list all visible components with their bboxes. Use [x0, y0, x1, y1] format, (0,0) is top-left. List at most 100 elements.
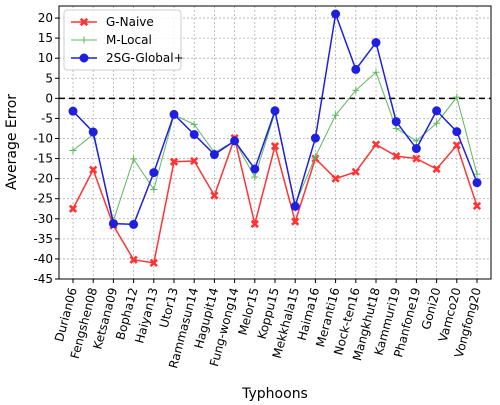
data-point	[453, 93, 461, 101]
data-point	[372, 68, 380, 76]
marker-stroke	[432, 164, 441, 174]
y-tick-label: 0	[45, 91, 53, 105]
y-tick-label: -20	[33, 172, 53, 186]
y-tick-label: 5	[45, 71, 53, 85]
marker-stroke	[89, 165, 98, 174]
data-point	[432, 106, 442, 116]
data-point	[412, 154, 421, 163]
data-point	[310, 133, 320, 143]
marker-stroke	[149, 258, 158, 268]
marker-stroke	[452, 141, 461, 150]
data-point	[472, 178, 482, 188]
data-point	[412, 137, 420, 145]
data-point	[331, 174, 340, 183]
data-point	[251, 173, 259, 181]
legend-label: M-Local	[106, 33, 152, 47]
data-point	[190, 120, 198, 128]
x-axis-label: Typhoons	[241, 386, 308, 402]
series-2sg-global-	[68, 9, 482, 229]
data-point	[230, 136, 240, 146]
data-point	[371, 140, 381, 149]
legend: G-Naive M-Local 2SG-Global+	[63, 9, 184, 71]
data-point	[149, 168, 159, 178]
data-point	[129, 219, 139, 229]
data-point	[472, 201, 482, 211]
marker-stroke	[270, 141, 280, 151]
data-point	[210, 191, 219, 200]
marker-stroke	[351, 167, 360, 176]
y-tick-label: -5	[41, 111, 53, 125]
y-tick-label: -40	[33, 252, 53, 266]
data-point	[68, 204, 78, 213]
data-point	[149, 258, 158, 268]
data-point	[371, 38, 381, 48]
series-layer	[68, 9, 482, 268]
data-point	[432, 164, 441, 174]
data-point	[290, 201, 300, 211]
legend-entry: M-Local	[71, 33, 152, 47]
y-tick-label: 20	[38, 11, 53, 25]
legend-label: 2SG-Global+	[106, 51, 184, 65]
marker-stroke	[79, 17, 89, 27]
legend-entry: 2SG-Global+	[71, 51, 184, 65]
data-point	[270, 106, 280, 116]
data-point	[331, 9, 341, 19]
data-point	[473, 170, 481, 178]
data-point	[108, 219, 118, 229]
y-tick-label: -25	[33, 192, 53, 206]
legend-box	[63, 9, 182, 71]
data-point	[411, 144, 421, 154]
y-tick-label: 10	[38, 51, 53, 65]
marker-stroke	[250, 219, 259, 229]
y-tick-label: -30	[33, 212, 53, 226]
marker-stroke	[331, 174, 340, 183]
data-point	[79, 53, 89, 63]
y-tick-label: -15	[33, 152, 53, 166]
marker-stroke	[291, 217, 300, 226]
data-point	[250, 219, 259, 229]
legend-label: G-Naive	[106, 15, 154, 29]
data-point	[190, 156, 199, 166]
data-point	[332, 111, 340, 119]
marker-stroke	[190, 156, 199, 166]
data-point	[189, 129, 199, 139]
data-point	[209, 150, 219, 160]
marker-stroke	[169, 157, 179, 166]
data-point	[150, 185, 158, 193]
data-point	[89, 165, 98, 174]
data-point	[88, 127, 98, 137]
data-point	[433, 119, 441, 127]
data-point	[130, 155, 138, 163]
y-axis-label: Average Error	[4, 94, 20, 190]
data-point	[392, 152, 401, 161]
data-point	[351, 167, 360, 176]
legend-entry: G-Naive	[71, 15, 154, 29]
data-point	[291, 217, 300, 226]
y-tick-label: -45	[33, 272, 53, 286]
marker-stroke	[371, 140, 381, 149]
data-point	[351, 64, 361, 74]
data-point	[452, 141, 461, 150]
data-point	[311, 153, 319, 161]
data-point	[69, 147, 77, 155]
data-point	[169, 109, 179, 119]
marker-stroke	[392, 152, 401, 161]
marker-stroke	[412, 154, 421, 163]
data-point	[169, 157, 179, 166]
data-point	[80, 36, 88, 44]
data-point	[79, 17, 89, 27]
y-tick-label: -35	[33, 232, 53, 246]
y-tick-label: -10	[33, 131, 53, 145]
data-point	[68, 106, 78, 116]
marker-stroke	[68, 204, 78, 213]
marker-stroke	[472, 201, 482, 211]
y-axis: -45 -40 -35 -30 -25 -20 -15 -10 -5 0 5 10 15 20	[33, 11, 59, 286]
data-point	[452, 127, 462, 137]
y-tick-label: 15	[38, 31, 53, 45]
marker-stroke	[129, 255, 138, 264]
data-point	[250, 164, 260, 174]
data-point	[129, 255, 138, 264]
data-point	[270, 141, 280, 151]
marker-stroke	[210, 191, 219, 200]
